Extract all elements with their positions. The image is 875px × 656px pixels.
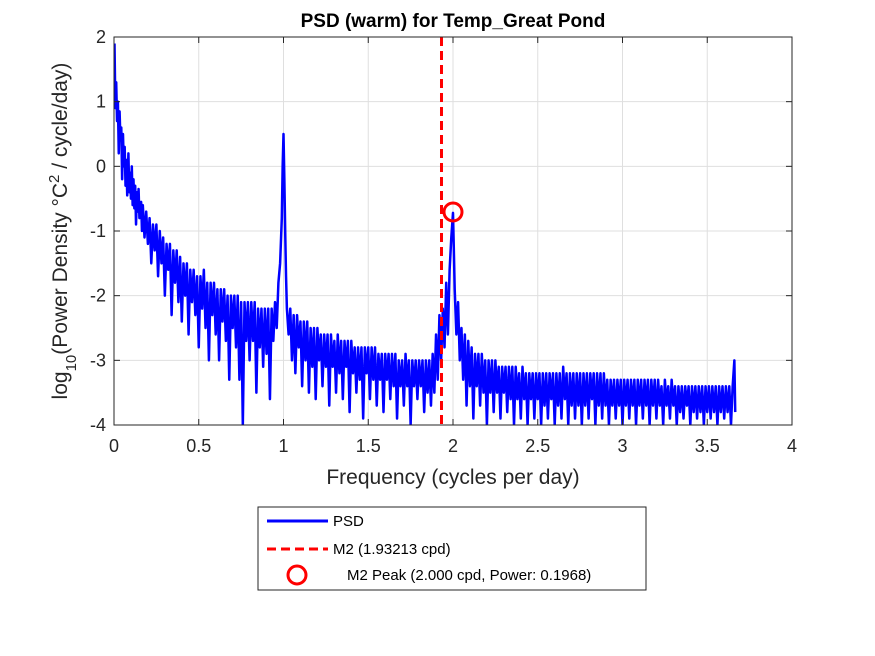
plot-clip	[114, 37, 737, 425]
psd-line	[114, 43, 737, 425]
x-tick-label: 2	[448, 436, 458, 456]
y-axis-label: log10(Power Density °C2 / cycle/day)	[46, 63, 80, 400]
x-axis-label: Frequency (cycles per day)	[326, 466, 579, 489]
y-tick-label: -1	[90, 221, 106, 241]
legend-m2-label: M2 (1.93213 cpd)	[333, 541, 451, 558]
x-tick-label: 0.5	[186, 436, 211, 456]
y-axis-label-sup: 2	[46, 175, 63, 183]
legend-m2-peak-swatch	[286, 564, 308, 586]
y-tick-label: -2	[90, 286, 106, 306]
legend-psd-label: PSD	[333, 513, 364, 530]
x-tick-label: 4	[787, 436, 797, 456]
x-tick-label: 3	[617, 436, 627, 456]
y-tick-label: -4	[90, 415, 106, 435]
y-tick-label: 2	[96, 27, 106, 47]
tick-labels: 0 0.5 1 1.5 2 2.5 3 3.5 4 -4 -3 -2 -1 0 1 2	[90, 27, 797, 456]
y-axis-label-mid: (Power Density °C	[49, 183, 72, 355]
x-tick-label: 0	[109, 436, 119, 456]
series-layer	[114, 37, 737, 425]
legend: PSD M2 (1.93213 cpd) M2 Peak (2.000 cpd,…	[257, 506, 647, 591]
y-axis-label-sub: 10	[63, 355, 80, 372]
x-tick-label: 1	[278, 436, 288, 456]
legend-m2-peak-label: M2 Peak (2.000 cpd, Power: 0.1968)	[347, 567, 591, 584]
x-tick-label: 3.5	[695, 436, 720, 456]
ticks	[113, 36, 793, 426]
y-tick-label: 0	[96, 156, 106, 176]
y-tick-label: -3	[90, 350, 106, 370]
x-tick-label: 1.5	[356, 436, 381, 456]
chart-title: PSD (warm) for Temp_Great Pond	[301, 11, 606, 32]
y-axis-label-suffix: / cycle/day)	[49, 63, 72, 175]
y-axis-label-prefix: log	[49, 371, 72, 399]
m2-peak-marker	[442, 201, 464, 223]
y-tick-label: 1	[96, 92, 106, 112]
x-tick-label: 2.5	[525, 436, 550, 456]
